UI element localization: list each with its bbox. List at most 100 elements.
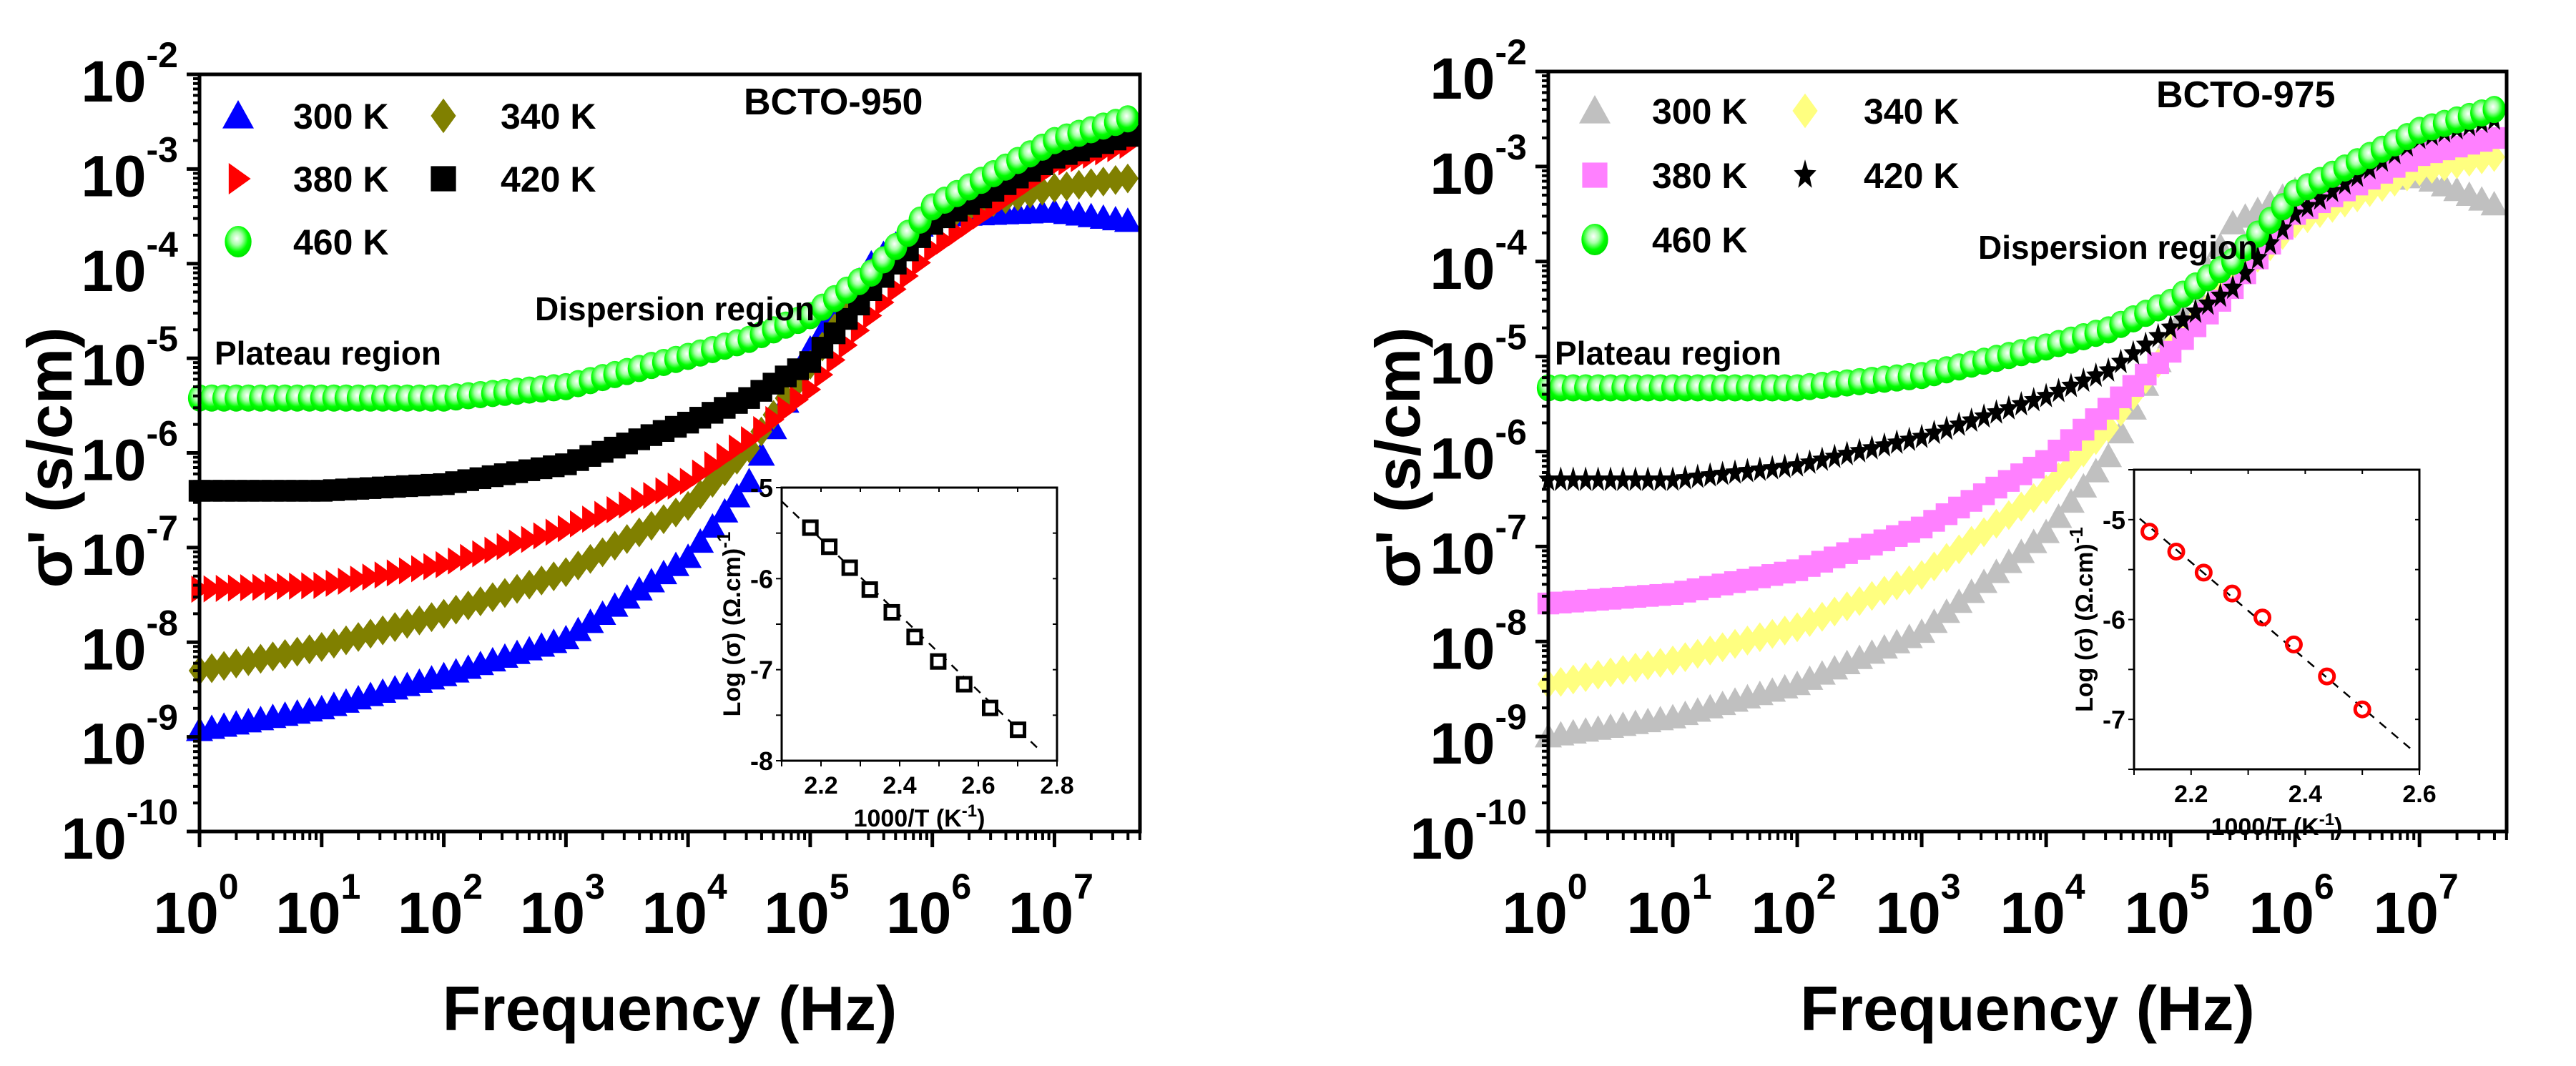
data-point	[679, 468, 699, 495]
data-point	[1612, 655, 1634, 686]
inset-y-label-sup: -1	[2065, 527, 2087, 543]
data-point	[2236, 260, 2256, 285]
data-point	[493, 578, 516, 608]
tick-exponent: 3	[1941, 867, 1961, 907]
data-point	[1982, 558, 2010, 583]
data-point	[2086, 362, 2106, 388]
data-point	[1948, 534, 1970, 565]
legend-item: 420 K	[431, 159, 596, 199]
tick-base: 10	[81, 333, 146, 398]
x-tick-label: 105	[2125, 867, 2210, 946]
tick-base: 10	[1430, 332, 1495, 397]
data-point	[594, 500, 614, 528]
data-point	[1986, 399, 2006, 424]
x-tick-label: 100	[153, 867, 238, 946]
data-point	[2211, 282, 2231, 307]
series-layer	[186, 105, 1141, 741]
data-point	[2310, 185, 2330, 210]
data-point	[1824, 443, 1844, 468]
tick-base: 10	[642, 881, 707, 946]
inset-x-tick-label: 2.8	[1040, 772, 1073, 799]
tick-base: 10	[81, 712, 146, 777]
data-point	[2335, 169, 2355, 195]
data-point	[753, 415, 772, 443]
inset-x-label-end: )	[977, 805, 985, 832]
data-point	[448, 547, 467, 575]
data-point	[2298, 192, 2318, 218]
data-point	[1762, 455, 1782, 480]
data-point	[2107, 418, 2135, 444]
data-point	[1651, 466, 1671, 491]
data-point	[716, 443, 736, 470]
data-point	[1663, 466, 1683, 491]
data-point	[1837, 440, 1857, 465]
tick-base: 10	[764, 881, 829, 946]
data-point	[1092, 167, 1114, 197]
y-tick-label: 10-2	[1430, 32, 1527, 112]
legend-marker	[1579, 95, 1611, 124]
data-point	[203, 575, 223, 603]
inset-x-tick-label: 2.2	[804, 772, 837, 799]
tick-base: 10	[275, 881, 340, 946]
data-point	[1713, 460, 1733, 485]
data-point	[1613, 466, 1633, 491]
data-point	[2085, 425, 2107, 455]
legend-marker	[1581, 224, 1608, 255]
data-point	[2049, 377, 2069, 403]
data-point	[777, 395, 797, 423]
data-point	[1862, 435, 1882, 460]
chart-title: BCTO-975	[2156, 74, 2335, 116]
data-point	[313, 571, 333, 599]
data-point	[567, 551, 589, 581]
data-point	[1908, 618, 1936, 643]
data-point	[2470, 144, 2493, 174]
annotation-plateau: Plateau region	[1555, 335, 1781, 372]
y-axis: 10-210-310-410-510-610-710-810-910-10	[62, 35, 200, 872]
x-tick-label: 104	[2000, 867, 2085, 946]
data-point	[289, 572, 308, 600]
data-point	[521, 525, 541, 553]
annotation-dispersion: Dispersion region	[1978, 229, 2258, 266]
tick-base: 10	[1410, 806, 1475, 872]
data-point	[240, 574, 260, 602]
legend-label: 380 K	[1652, 156, 1747, 196]
legend-label: 460 K	[1652, 220, 1747, 260]
tick-exponent: -4	[147, 224, 179, 265]
data-point	[2198, 290, 2218, 315]
data-point	[2322, 177, 2342, 202]
data-point	[508, 529, 529, 557]
tick-exponent: -3	[1495, 127, 1527, 167]
inset-x-label-sup: -1	[2319, 810, 2334, 829]
data-point	[552, 624, 580, 650]
inset-y-label-text: Log (σ) (Ω.cm)	[2071, 543, 2098, 712]
data-point	[1912, 423, 1932, 448]
data-point	[2057, 488, 2085, 513]
tick-exponent: -8	[1495, 602, 1527, 642]
tick-exponent: -7	[1495, 507, 1527, 547]
data-point	[421, 602, 443, 633]
data-point	[557, 515, 577, 543]
data-point	[1019, 178, 1041, 209]
tick-exponent: -10	[127, 792, 178, 832]
x-tick-label: 103	[520, 867, 605, 946]
inset-data-point	[955, 676, 973, 693]
tick-base: 10	[1430, 427, 1495, 492]
data-point	[496, 533, 516, 561]
x-axis: 100 101 102 103 104 105 106 107	[1502, 831, 2508, 946]
data-point	[484, 536, 504, 564]
data-point	[1563, 466, 1583, 491]
data-point	[1056, 171, 1078, 202]
legend: 300 K 340 K 380 K 420 K 460 K	[1579, 92, 1959, 260]
series-layer	[1535, 96, 2508, 748]
tick-exponent: -8	[147, 603, 178, 643]
tick-exponent: 7	[1073, 867, 1093, 907]
x-axis-title: Frequency (Hz)	[1800, 973, 2255, 1044]
chart-1: 10-210-310-410-510-610-710-810-910-10100…	[14, 35, 1142, 1044]
data-point	[215, 575, 235, 603]
x-axis-title: Frequency (Hz)	[443, 973, 898, 1044]
data-point	[1043, 172, 1066, 203]
data-point	[2482, 96, 2506, 124]
inset-data-point	[883, 603, 900, 621]
x-tick-label: 107	[1008, 867, 1093, 946]
data-point	[374, 561, 394, 589]
